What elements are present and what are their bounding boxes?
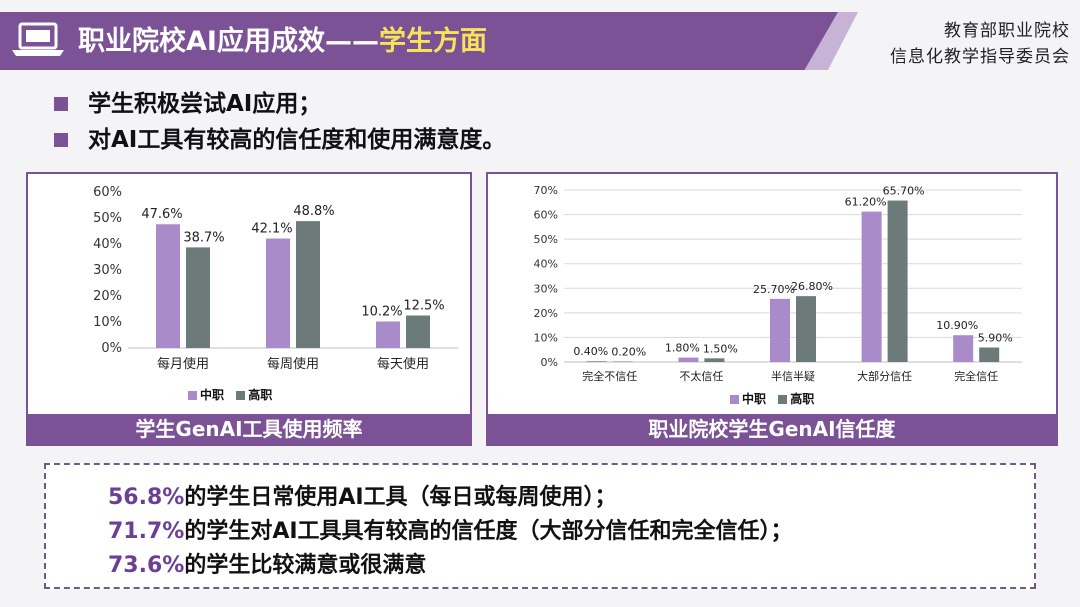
bullet-item: 学生积极尝试AI应用；: [52, 86, 505, 122]
data-label: 5.90%: [978, 332, 1013, 345]
page-title-accent: 学生方面: [378, 26, 487, 57]
x-tick-label: 每周使用: [267, 356, 319, 372]
y-tick-label: 10%: [93, 315, 122, 330]
bar: [770, 298, 790, 362]
legend-item-series-b: 高职: [236, 388, 272, 402]
bullet-list: 学生积极尝试AI应用； 对AI工具有较高的信任度和使用满意度。: [52, 86, 505, 158]
legend-label-series-b: 高职: [248, 388, 273, 402]
bullet-square-icon: [54, 97, 68, 111]
bar: [156, 224, 180, 348]
data-label: 0.20%: [611, 346, 646, 359]
data-label: 25.70%: [753, 283, 795, 296]
bar: [266, 238, 290, 348]
legend-item-series-a: 中职: [730, 392, 766, 406]
data-label: 65.70%: [883, 185, 925, 198]
legend-item-series-b: 高职: [778, 392, 814, 406]
bar: [861, 211, 882, 362]
bullet-text: 学生积极尝试AI应用；: [88, 91, 322, 117]
x-tick-label: 大部分信任: [857, 369, 912, 383]
org-name-line2: 信息化教学指导委员会: [890, 47, 1070, 67]
trust-chart: 0% 10% 20% 30% 40% 50% 60% 70% 0.40% 0.20% 完全不信任 1.…: [534, 184, 1022, 383]
y-tick-label: 30%: [534, 282, 558, 295]
data-label: 61.20%: [845, 196, 887, 209]
frequency-chart-legend: 中职 高职: [188, 386, 280, 403]
bar: [887, 200, 908, 362]
y-tick-label: 70%: [534, 184, 558, 197]
page-title-main: 职业院校AI应用成效——: [78, 26, 379, 57]
summary-line: 73.6%的学生比较满意或很满意: [108, 547, 426, 579]
bullet-square-icon: [54, 133, 68, 147]
x-tick-label: 每天使用: [377, 356, 429, 372]
legend-swatch-series-a: [188, 391, 197, 400]
y-tick-label: 50%: [93, 211, 122, 226]
summary-percent: 56.8%: [108, 485, 185, 510]
x-tick-label: 半信半疑: [771, 369, 815, 383]
org-name-line1: 教育部职业院校: [944, 21, 1070, 41]
trust-chart-panel: 0% 10% 20% 30% 40% 50% 60% 70% 0.40% 0.20% 完全不信任 1.…: [486, 172, 1058, 446]
frequency-chart: 0% 10% 20% 30% 40% 50% 60% 47.6%38.7% 每月使用 42.1%4…: [93, 185, 458, 372]
trust-chart-legend: 中职 高职: [730, 390, 822, 407]
org-name: 教育部职业院校 信息化教学指导委员会: [860, 18, 1070, 70]
legend-label-series-b: 高职: [790, 392, 815, 406]
y-tick-label: 60%: [93, 185, 122, 200]
bar: [953, 335, 974, 362]
page-title: 职业院校AI应用成效——学生方面: [78, 20, 487, 64]
summary-text: 的学生日常使用AI工具（每日或每周使用）；: [184, 485, 617, 510]
x-tick-label: 不太信任: [679, 370, 723, 383]
data-label: 12.5%: [403, 299, 444, 314]
bullet-item: 对AI工具有较高的信任度和使用满意度。: [52, 122, 505, 158]
legend-item-series-a: 中职: [188, 388, 224, 402]
frequency-chart-panel: 0% 10% 20% 30% 40% 50% 60% 47.6% 38.7% 每月使用 42.1% 4…: [26, 172, 472, 446]
legend-swatch-series-a: [730, 395, 739, 404]
data-label: 0.40%: [573, 345, 608, 358]
y-tick-label: 0%: [541, 356, 558, 369]
header-band: [0, 12, 838, 70]
trust-chart-caption: 职业院校学生GenAI信任度: [488, 414, 1056, 444]
data-label: 47.6%: [141, 207, 182, 222]
bar: [376, 321, 400, 348]
summary-line: 56.8%的学生日常使用AI工具（每日或每周使用）；: [108, 479, 617, 511]
data-label: 48.8%: [293, 204, 334, 219]
legend-swatch-series-b: [778, 395, 788, 404]
bullet-text: 对AI工具有较高的信任度和使用满意度。: [88, 127, 506, 153]
y-tick-label: 20%: [93, 289, 122, 304]
legend-swatch-series-b: [236, 391, 246, 400]
bar: [186, 247, 210, 348]
y-tick-label: 30%: [93, 263, 122, 278]
data-label: 26.80%: [791, 280, 833, 293]
x-tick-label: 每月使用: [157, 356, 209, 372]
bar: [586, 361, 607, 362]
summary-text: 的学生对AI工具具有较高的信任度（大部分信任和完全信任）；: [184, 519, 793, 544]
laptop-icon: [12, 22, 64, 56]
y-tick-label: 50%: [534, 233, 558, 246]
data-label: 10.90%: [936, 319, 978, 332]
data-label: 1.80%: [665, 342, 700, 355]
bar: [296, 221, 320, 348]
y-tick-label: 40%: [534, 258, 558, 271]
data-label: 1.50%: [703, 342, 738, 355]
data-label: 42.1%: [251, 222, 292, 237]
summary-text: 的学生比较满意或很满意: [184, 553, 427, 578]
bar: [979, 347, 1000, 362]
summary-percent: 71.7%: [108, 519, 185, 544]
y-tick-label: 0%: [101, 341, 122, 356]
bar: [678, 357, 699, 362]
y-tick-label: 20%: [534, 307, 558, 320]
legend-label-series-a: 中职: [742, 392, 767, 406]
y-tick-label: 10%: [534, 331, 558, 344]
x-tick-label: 完全不信任: [582, 369, 637, 383]
summary-box: 56.8%的学生日常使用AI工具（每日或每周使用）； 71.7%的学生对AI工具…: [44, 463, 1036, 589]
y-tick-label: 40%: [93, 237, 122, 252]
bar: [796, 296, 816, 362]
data-label: 38.7%: [183, 230, 224, 245]
summary-percent: 73.6%: [108, 553, 185, 578]
summary-line: 71.7%的学生对AI工具具有较高的信任度（大部分信任和完全信任）；: [108, 513, 793, 545]
bar: [704, 358, 725, 362]
y-tick-label: 60%: [534, 209, 558, 222]
legend-label-series-a: 中职: [200, 388, 225, 402]
bar: [406, 315, 430, 348]
x-tick-label: 完全信任: [954, 369, 998, 383]
data-label: 10.2%: [361, 304, 402, 319]
frequency-chart-caption: 学生GenAI工具使用频率: [28, 414, 470, 444]
